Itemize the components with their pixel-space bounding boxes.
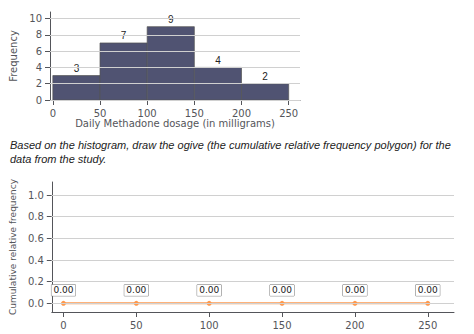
svg-text:0.00: 0.00 bbox=[199, 285, 219, 295]
svg-text:2: 2 bbox=[36, 78, 42, 89]
svg-text:0.4: 0.4 bbox=[28, 255, 44, 266]
svg-text:0: 0 bbox=[36, 95, 42, 106]
svg-text:10: 10 bbox=[29, 13, 42, 24]
svg-text:8: 8 bbox=[36, 29, 42, 40]
svg-text:200: 200 bbox=[345, 320, 364, 331]
svg-text:200: 200 bbox=[232, 108, 251, 119]
svg-text:150: 150 bbox=[185, 108, 204, 119]
svg-text:100: 100 bbox=[138, 108, 157, 119]
svg-text:0.6: 0.6 bbox=[28, 233, 44, 244]
svg-text:0.0: 0.0 bbox=[28, 298, 44, 309]
svg-text:250: 250 bbox=[279, 108, 298, 119]
svg-text:1.0: 1.0 bbox=[28, 190, 44, 201]
svg-text:data from the study.: data from the study. bbox=[10, 153, 106, 165]
svg-text:3: 3 bbox=[74, 63, 80, 74]
svg-text:2: 2 bbox=[262, 71, 268, 82]
svg-text:0.8: 0.8 bbox=[28, 211, 44, 222]
svg-text:0.2: 0.2 bbox=[28, 276, 44, 287]
svg-text:250: 250 bbox=[418, 320, 437, 331]
svg-text:150: 150 bbox=[272, 320, 291, 331]
svg-text:7: 7 bbox=[120, 30, 127, 42]
svg-text:4: 4 bbox=[215, 55, 221, 66]
svg-text:Frequency: Frequency bbox=[8, 30, 19, 82]
svg-text:50: 50 bbox=[130, 320, 143, 331]
svg-text:50: 50 bbox=[94, 108, 107, 119]
svg-text:9: 9 bbox=[168, 14, 174, 25]
svg-text:0.00: 0.00 bbox=[418, 285, 438, 295]
svg-text:0.00: 0.00 bbox=[345, 285, 365, 295]
svg-text:100: 100 bbox=[200, 320, 219, 331]
svg-text:Daily Methadone dosage (in mil: Daily Methadone dosage (in milligrams) bbox=[75, 118, 275, 129]
svg-text:0: 0 bbox=[50, 108, 56, 119]
svg-text:0.00: 0.00 bbox=[53, 285, 73, 295]
svg-text:Cumulative relative frequency: Cumulative relative frequency bbox=[8, 178, 18, 315]
svg-text:0: 0 bbox=[60, 320, 66, 331]
svg-text:6: 6 bbox=[36, 46, 42, 57]
svg-text:0.00: 0.00 bbox=[272, 285, 292, 295]
svg-text:0.00: 0.00 bbox=[126, 285, 146, 295]
svg-text:4: 4 bbox=[36, 62, 42, 73]
svg-text:Based on the histogram, draw t: Based on the histogram, draw the ogive (… bbox=[10, 139, 454, 151]
